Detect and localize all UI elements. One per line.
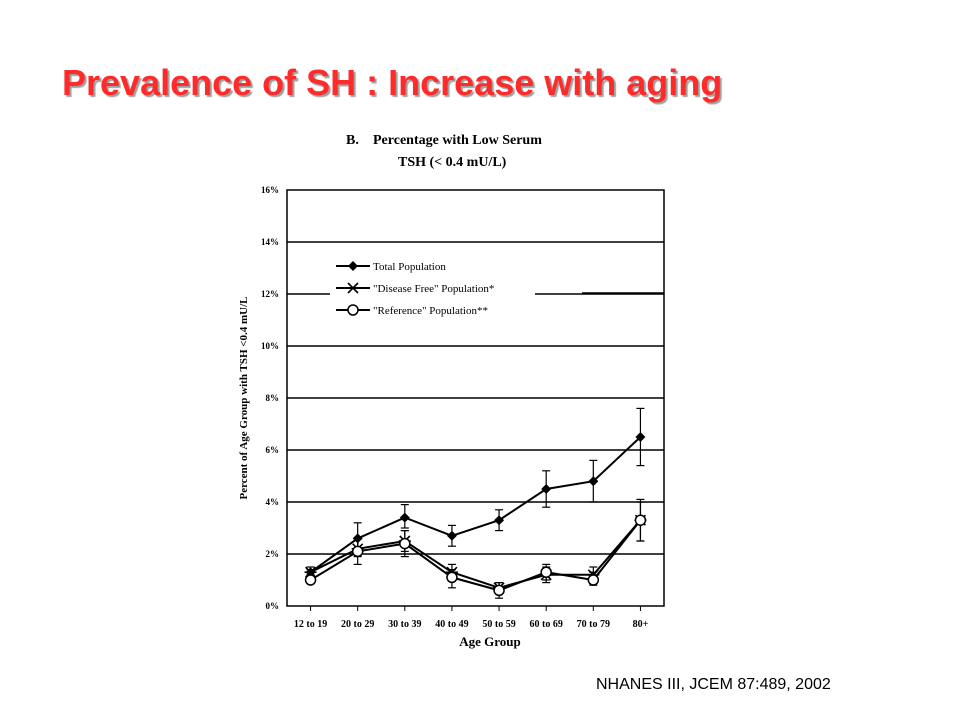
legend-marker <box>347 304 359 316</box>
data-point <box>494 515 505 526</box>
y-tick-label: 0% <box>266 601 280 611</box>
data-point <box>587 574 600 586</box>
x-tick-label: 50 to 59 <box>482 619 515 630</box>
x-tick-label: 70 to 79 <box>577 619 610 630</box>
x-tick-label: 60 to 69 <box>530 619 563 630</box>
data-point <box>634 514 647 526</box>
data-point <box>493 584 505 597</box>
series-line <box>309 436 642 574</box>
chart-title-line-1: Percentage with Low Serum <box>373 133 542 148</box>
data-point <box>635 432 646 442</box>
x-tick-label: 12 to 19 <box>294 619 327 630</box>
data-point <box>446 571 458 584</box>
y-tick-label: 12% <box>261 289 279 299</box>
y-tick-label: 6% <box>266 445 280 455</box>
series-line <box>310 519 642 592</box>
x-tick-label: 20 to 29 <box>341 619 374 630</box>
x-tick-label: 80+ <box>633 619 649 630</box>
data-point <box>541 484 552 494</box>
data-point <box>399 512 410 523</box>
chart-panel-label: B. <box>346 133 359 148</box>
y-tick-label: 14% <box>261 237 279 247</box>
legend-label: "Reference" Population** <box>373 305 488 317</box>
y-tick-label: 4% <box>266 497 280 507</box>
legend-marker <box>347 282 359 294</box>
y-tick-label: 8% <box>266 393 280 403</box>
y-tick-label: 2% <box>266 549 280 559</box>
data-point <box>351 545 364 558</box>
data-point <box>588 476 599 487</box>
data-point <box>446 530 457 541</box>
chart-title-line-2: TSH (< 0.4 mU/L) <box>398 155 507 170</box>
slide-title: Prevalence of SH : Increase with aging <box>62 62 723 103</box>
citation: NHANES III, JCEM 87:489, 2002 <box>596 676 831 693</box>
legend-label: Total Population <box>373 261 446 273</box>
legend-marker <box>348 261 358 271</box>
data-point <box>304 574 317 586</box>
legend-label: "Disease Free" Population* <box>373 283 494 295</box>
data-point <box>540 566 552 578</box>
series-line <box>310 519 642 589</box>
y-tick-label: 16% <box>261 185 279 195</box>
x-axis-label: Age Group <box>459 634 521 649</box>
y-tick-label: 10% <box>261 341 279 351</box>
data-point <box>399 537 411 550</box>
x-tick-label: 30 to 39 <box>388 619 421 630</box>
x-tick-label: 40 to 49 <box>435 619 468 630</box>
y-axis-label: Percent of Age Group with TSH <0.4 mU/L <box>238 296 250 499</box>
